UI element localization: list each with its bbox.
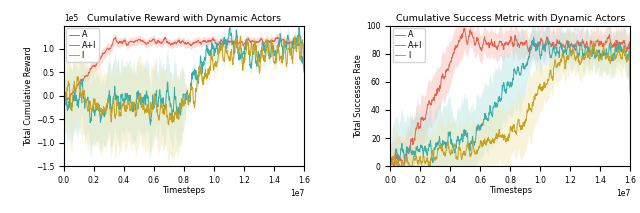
A+I [252, 61, 260, 64]
A [412, 134, 419, 137]
A+I [411, 155, 419, 158]
I [552, 61, 559, 63]
A [484, 43, 492, 46]
A [387, 161, 394, 164]
I [396, 165, 403, 167]
A+I [157, 98, 165, 100]
A+I [484, 117, 492, 120]
I [579, 55, 586, 57]
A+I [574, 55, 582, 58]
X-axis label: Timesteps: Timesteps [163, 186, 205, 195]
A [274, 36, 282, 38]
A+I [60, 96, 68, 99]
A+I [579, 49, 586, 52]
A+I [147, 124, 154, 126]
I [387, 163, 394, 165]
I [248, 43, 255, 46]
X-axis label: Timesteps: Timesteps [489, 186, 532, 195]
Y-axis label: Total Successes Rate: Total Successes Rate [355, 54, 364, 138]
A+I [387, 163, 394, 166]
Line: A: A [64, 37, 304, 99]
Title: Cumulative Success Metric with Dynamic Actors: Cumulative Success Metric with Dynamic A… [396, 14, 625, 23]
A [627, 91, 634, 93]
I [412, 159, 419, 161]
A+I [530, 36, 538, 38]
A [166, 42, 174, 45]
Y-axis label: Total Cumulative Reward: Total Cumulative Reward [24, 46, 33, 146]
A [85, 71, 93, 74]
I [157, 106, 165, 109]
A [390, 165, 398, 167]
I [165, 123, 173, 126]
A+I [492, 106, 500, 108]
A+I [84, 103, 92, 106]
A [60, 94, 68, 96]
A [579, 40, 586, 42]
Line: A: A [390, 28, 630, 166]
Title: Cumulative Reward with Dynamic Actors: Cumulative Reward with Dynamic Actors [87, 14, 281, 23]
I [300, 69, 308, 71]
A [493, 46, 500, 49]
I [574, 56, 582, 59]
A+I [248, 62, 255, 64]
Line: A+I: A+I [64, 27, 304, 125]
A [252, 41, 260, 43]
I [493, 132, 500, 134]
I [252, 44, 260, 47]
A [157, 41, 165, 43]
I [627, 96, 634, 98]
Legend: A, A+I, I: A, A+I, I [67, 28, 99, 62]
I [590, 40, 598, 43]
A [461, 27, 468, 30]
Legend: A, A+I, I: A, A+I, I [393, 28, 425, 62]
A+I [225, 30, 233, 33]
A+I [552, 53, 559, 56]
Line: A+I: A+I [390, 37, 630, 164]
I [484, 137, 492, 140]
A [225, 41, 233, 44]
A+I [627, 95, 634, 98]
A+I [295, 26, 303, 29]
A+I [300, 71, 308, 73]
I [60, 102, 68, 104]
I [225, 57, 233, 60]
A [248, 41, 255, 43]
A [574, 42, 582, 45]
Line: I: I [64, 36, 304, 125]
I [237, 35, 244, 37]
Line: I: I [390, 42, 630, 166]
I [166, 113, 174, 116]
A [552, 44, 559, 46]
I [84, 102, 92, 104]
A [63, 98, 71, 101]
A [300, 63, 308, 65]
A+I [166, 104, 174, 106]
